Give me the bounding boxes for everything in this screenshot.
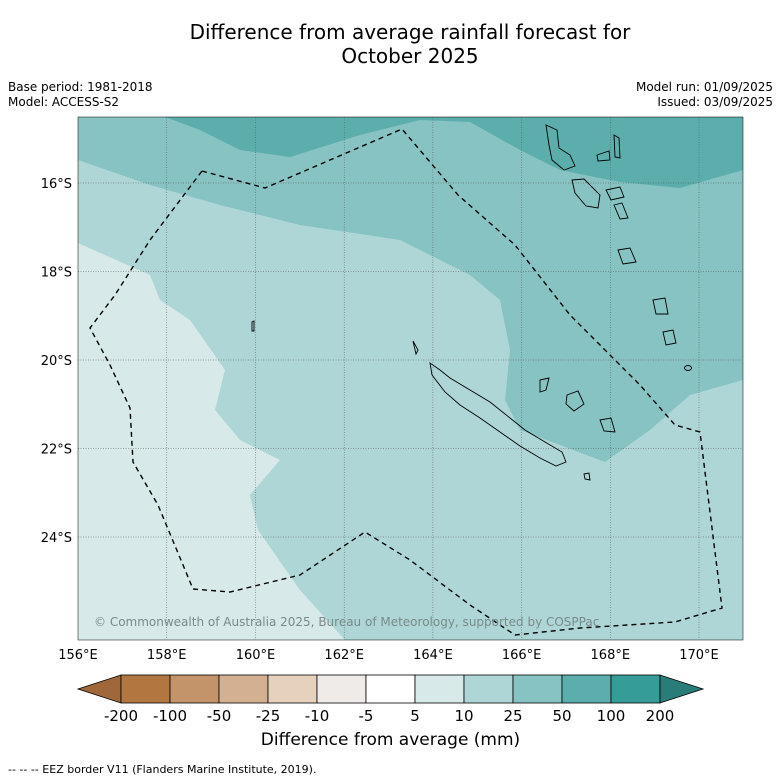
- lat-label: 18°S: [41, 266, 72, 281]
- island-outline: [662, 329, 677, 346]
- colorbar-tick: -5: [359, 707, 374, 725]
- anomaly-band-50-100: [165, 117, 743, 188]
- island-outline: [251, 320, 255, 332]
- colorbar-segment: [561, 674, 612, 704]
- lon-label: 170°E: [679, 648, 719, 663]
- island-outline: [617, 247, 637, 265]
- island-outline: [539, 377, 550, 393]
- island-outline: [613, 202, 629, 220]
- colorbar-extend-high: [659, 674, 705, 704]
- issued-date: Issued: 03/09/2025: [657, 95, 773, 109]
- colorbar-tick: -10: [305, 707, 330, 725]
- map-title: Difference from average rainfall forecas…: [0, 20, 781, 68]
- colorbar-tick: 200: [646, 707, 675, 725]
- map-frame: [77, 116, 744, 641]
- island-outline: [684, 365, 692, 371]
- colorbar-tick: 100: [597, 707, 626, 725]
- model-run: Model run: 01/09/2025: [635, 80, 773, 94]
- lat-label: 16°S: [41, 177, 72, 192]
- lon-label: 156°E: [58, 648, 98, 663]
- title-line-2: October 2025: [341, 44, 479, 68]
- island-outline: [583, 472, 591, 481]
- lon-label: 160°E: [236, 648, 276, 663]
- colorbar-segment: [218, 674, 269, 704]
- colorbar-segment: [414, 674, 465, 704]
- colorbar-segment: [365, 674, 416, 704]
- island-outline: [652, 297, 669, 315]
- lon-label: 158°E: [147, 648, 187, 663]
- island-outline: [605, 186, 625, 201]
- copyright-notice: © Commonwealth of Australia 2025, Bureau…: [94, 615, 599, 629]
- title-line-1: Difference from average rainfall forecas…: [189, 20, 631, 44]
- colorbar-segment: [169, 674, 220, 704]
- lat-label: 22°S: [41, 443, 72, 458]
- colorbar-tick: -50: [207, 707, 232, 725]
- island-outline: [545, 124, 576, 171]
- lon-label: 168°E: [591, 648, 631, 663]
- eez-border: [89, 128, 723, 636]
- colorbar-extend-low: [76, 674, 122, 704]
- longitude-labels: 156°E 158°E 160°E 162°E 164°E 166°E 168°E 170°E: [58, 648, 719, 663]
- colorbar-label: Difference from average (mm): [260, 730, 521, 750]
- colorbar-segment: [120, 674, 171, 704]
- colorbar-tick: -200: [104, 707, 138, 725]
- island-outline: [596, 150, 611, 162]
- island-outline: [412, 340, 419, 356]
- lon-label: 164°E: [413, 648, 453, 663]
- lon-label: 166°E: [502, 648, 542, 663]
- colorbar-tick: 50: [552, 707, 571, 725]
- colorbar-segment: [316, 674, 367, 704]
- meta-right: Model run: 01/09/2025 Issued: 03/09/2025: [636, 80, 773, 110]
- island-outline: [599, 417, 616, 433]
- anomaly-band-25-50-inner: [520, 265, 665, 430]
- colorbar-tick: -100: [153, 707, 187, 725]
- model-name: Model: ACCESS-S2: [8, 95, 120, 109]
- colorbar-tick: 10: [454, 707, 473, 725]
- island-outline: [571, 178, 601, 209]
- map-body: © Commonwealth of Australia 2025, Bureau…: [78, 117, 743, 640]
- anomaly-band-5-10: [78, 243, 345, 640]
- colorbar-segment: [267, 674, 318, 704]
- grid-lines: [78, 117, 743, 640]
- colorbar-segment: [463, 674, 514, 704]
- colorbar-tick: -25: [256, 707, 281, 725]
- island-outline: [613, 134, 621, 159]
- island-outline: [565, 390, 585, 412]
- colorbar-tick: 5: [410, 707, 420, 725]
- lat-label: 24°S: [41, 531, 72, 546]
- colorbar-tick: 25: [503, 707, 522, 725]
- meta-left: Base period: 1981-2018 Model: ACCESS-S2: [8, 80, 153, 110]
- lat-label: 20°S: [41, 354, 72, 369]
- colorbar-segment: [610, 674, 661, 704]
- base-period: Base period: 1981-2018: [8, 80, 153, 94]
- colorbar-segment: [512, 674, 563, 704]
- latitude-labels: 16°S 18°S 20°S 22°S 24°S: [41, 177, 72, 546]
- eez-footnote: -- -- -- EEZ border V11 (Flanders Marine…: [8, 763, 317, 776]
- new-caledonia-island: [429, 362, 567, 467]
- colorbar: -200 -100 -50 -25 -10 -5 5 10 25 50 100 200: [76, 674, 705, 725]
- lon-label: 162°E: [324, 648, 364, 663]
